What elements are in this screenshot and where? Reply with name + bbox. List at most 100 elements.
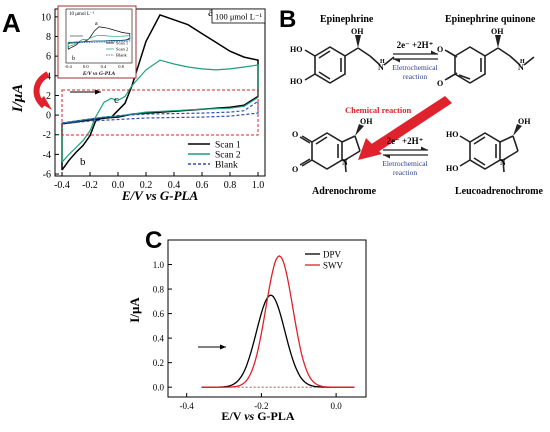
legend-label-2: Blank [215, 161, 238, 171]
c-y-tick-label-1: 0.2 [153, 358, 164, 368]
zoom-region-box [61, 89, 259, 136]
x-tick-label-1: -0.2 [82, 180, 98, 191]
panel-letter-c: C [145, 227, 162, 254]
concentration-label: 100 μmol L⁻¹ [215, 12, 262, 22]
y-tick-label-8: 10 [41, 12, 51, 23]
inset-legend-label-0: Scan 1 [116, 41, 128, 46]
inset-series-line-1 [67, 34, 131, 48]
panel-a-plot-frame [54, 8, 266, 177]
quinone-n: N [518, 63, 524, 72]
leuco-ho-bottom: HO [446, 164, 458, 173]
epinephrine-structure [304, 35, 395, 84]
c-series-line-dpv [201, 294, 354, 388]
inset-x-axis-label: E/V vs G-PLA [82, 71, 116, 77]
inset-x-tick-label-0: -0.4 [65, 64, 73, 69]
x-tick-label-7: 1.0 [252, 180, 265, 191]
y-tick-label-0: -6 [43, 170, 51, 181]
y-tick-label-3: 0 [46, 111, 51, 122]
leuco-n: N [500, 158, 506, 167]
legend-label-1: Scan 2 [215, 151, 241, 161]
c-x-tick-label-0: -0.4 [180, 401, 195, 411]
backward-arrowhead-1 [393, 59, 400, 63]
x-tick-label-4: 0.4 [168, 180, 181, 191]
inset-x-tick-label-3: 0.8 [118, 64, 124, 69]
epinephrine-label: Epinephrine [320, 14, 374, 25]
panel-c-x-ticks: -0.4 -0.2 0.0 [180, 393, 342, 411]
panel-a-y-axis-label: I/μA [10, 84, 26, 113]
electrochemical-label-2: Eletrochemical [382, 159, 427, 168]
panel-letter-a: A [2, 8, 21, 38]
c-legend-label-0: DPV [323, 250, 342, 260]
backward-arrowhead-2 [383, 155, 390, 159]
epinephrine-quinone-label: Epinephrine quinone [445, 14, 536, 25]
epinephrine-n: N [378, 63, 384, 72]
x-tick-label-2: 0.0 [112, 180, 125, 191]
adrenochrome-label: Adrenochrome [312, 186, 377, 197]
c-x-tick-label-1: -0.2 [254, 401, 268, 411]
adrenochrome-structure [299, 124, 364, 173]
inset-x-ticks: -0.4 0.0 0.4 0.8 [65, 64, 125, 69]
c-x-tick-label-2: 0.0 [330, 401, 342, 411]
inset-legend-label-2: Blank [116, 53, 127, 58]
epinephrine-oh: OH [351, 27, 364, 36]
electron-transfer-label-2: 2e⁻ +2H⁺ [387, 136, 424, 146]
electrochemical-label-1: Eletrochemical [392, 63, 437, 72]
scan-direction-arrowhead [95, 89, 101, 95]
panel-c-scan-arrowhead [220, 344, 226, 350]
c-y-tick-label-2: 0.4 [153, 334, 165, 344]
inset-concentration-label: 10 μmol L⁻¹ [69, 11, 95, 17]
concentration-box [211, 8, 266, 24]
leucoadrenochrome-structure [459, 124, 522, 173]
x-tick-label-6: 0.8 [224, 180, 237, 191]
inset-peak-b-label: b [72, 56, 75, 62]
c-y-tick-label-5: 1.0 [153, 260, 165, 270]
adrenochrome-o-bottom: O [292, 165, 298, 174]
chemical-reaction-arrow-shaft [370, 96, 452, 152]
quinone-o-top: O [437, 45, 443, 54]
leuco-ho-top: HO [446, 130, 458, 139]
epinephrine-h: H [380, 59, 385, 65]
inset-legend-label-1: Scan 2 [116, 47, 128, 52]
adrenochrome-n: N [342, 158, 348, 167]
reaction-label-2: reaction [393, 168, 417, 177]
x-tick-label-0: -0.4 [54, 180, 70, 191]
leuco-oh: OH [518, 117, 531, 126]
red-curved-arrowhead [38, 96, 52, 110]
c-y-tick-label-3: 0.6 [153, 309, 165, 319]
y-tick-label-2: -2 [43, 130, 51, 141]
panel-letter-b: B [279, 6, 296, 33]
panel-c-voltammogram: C 0.0 0.2 0.4 0.6 0.8 1.0 -0.4 -0.2 0.0 I/μA E/… [127, 227, 367, 423]
legend-label-0: Scan 1 [215, 141, 241, 151]
adrenochrome-oh: OH [360, 117, 373, 126]
forward-arrowhead-1 [431, 50, 438, 54]
panel-b-mechanism: B Epinephrine Epinephrine quinone OH HO … [279, 6, 544, 197]
quinone-oh: OH [491, 27, 504, 36]
peak-b-label: b [80, 156, 86, 168]
chemical-reaction-arrowhead [358, 138, 382, 160]
leucoadrenochrome-label: Leucoadrenochrome [455, 186, 544, 197]
inset-series-group [67, 26, 131, 50]
inset-peak-a-label: a [95, 21, 98, 27]
panel-c-series-group [201, 255, 355, 388]
quinone-o-bottom: O [437, 79, 443, 88]
inset-plot-frame [65, 8, 133, 64]
c-y-tick-label-0: 0.0 [153, 383, 165, 393]
epinephrine-quinone-structure [444, 35, 535, 84]
panel-c-y-ticks: 0.0 0.2 0.4 0.6 0.8 1.0 [153, 260, 172, 393]
y-tick-label-6: 6 [46, 52, 51, 63]
electron-transfer-label-1: 2e⁻ +2H⁺ [397, 40, 434, 50]
series-line-blank [61, 100, 259, 125]
inset-x-tick-label-1: 0.0 [83, 64, 89, 69]
y-tick-label-1: -4 [43, 150, 51, 161]
quinone-h: H [520, 59, 525, 65]
x-tick-label-5: 0.6 [196, 180, 209, 191]
c-legend-label-1: SWV [323, 261, 344, 271]
panel-a-inset: 10 μmol L⁻¹ a b -0.4 0.0 0.4 0.8 E/V vs G-P… [57, 5, 137, 79]
panel-a-x-ticks: -0.4 -0.2 0.0 0.2 0.4 0.6 0.8 1.0 [54, 172, 264, 191]
epinephrine-ho-bottom: HO [290, 77, 302, 86]
inset-x-tick-label-2: 0.4 [101, 64, 107, 69]
